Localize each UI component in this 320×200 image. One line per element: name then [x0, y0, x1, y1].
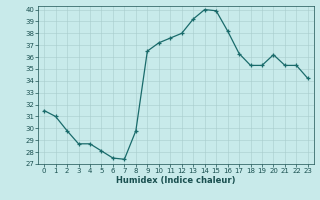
X-axis label: Humidex (Indice chaleur): Humidex (Indice chaleur): [116, 176, 236, 185]
